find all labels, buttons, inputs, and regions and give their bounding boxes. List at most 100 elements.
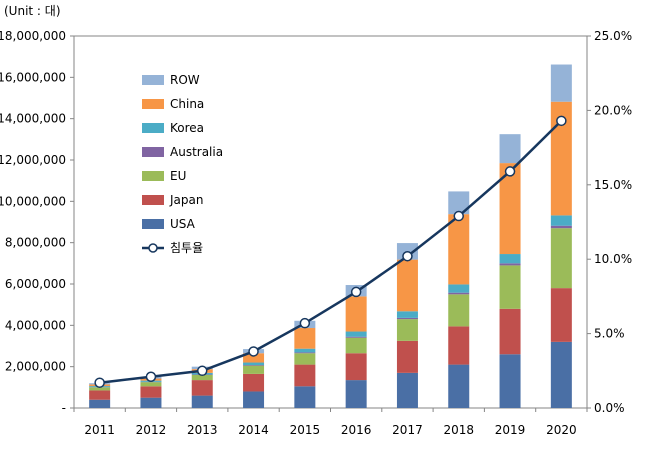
legend-label-china: China [170,97,204,111]
legend-label-australia: Australia [170,145,223,159]
legend-swatch-australia [142,147,164,157]
line-point-2016 [352,287,361,296]
bar-australia-2017 [397,318,418,319]
line-point-2013 [198,366,207,375]
x-axis-tick-label: 2017 [392,423,423,437]
bar-eu-2012 [140,382,161,386]
bar-usa-2011 [89,400,110,408]
left-axis-tick-label: 4,000,000 [5,318,66,332]
legend-swatch-china [142,99,164,109]
left-axis-tick-label: 10,000,000 [0,194,66,208]
bar-usa-2014 [243,391,264,408]
legend-label-row: ROW [170,73,200,87]
bar-eu-2016 [346,338,367,354]
line-point-2011 [95,378,104,387]
bar-japan-2018 [448,326,469,364]
bar-japan-2011 [89,390,110,399]
legend-swatch-row [142,75,164,85]
legend-label-japan: Japan [169,193,203,207]
left-axis-tick-label: 12,000,000 [0,153,66,167]
bar-japan-2019 [500,309,521,354]
line-point-2019 [506,167,515,176]
legend-label-eu: EU [170,169,186,183]
right-axis-tick-label: 0.0% [594,401,625,415]
bar-china-2016 [346,296,367,331]
x-axis-tick-label: 2014 [238,423,269,437]
bar-usa-2012 [140,398,161,408]
bar-australia-2016 [346,337,367,338]
left-axis-tick-label: 6,000,000 [5,277,66,291]
line-series-path [100,121,562,383]
right-axis-tick-label: 5.0% [594,327,625,341]
bar-australia-2019 [500,263,521,265]
right-axis-tick-label: 10.0% [594,252,632,266]
x-axis-tick-label: 2018 [443,423,474,437]
bar-eu-2017 [397,319,418,341]
x-axis-tick-label: 2016 [341,423,372,437]
bar-australia-2020 [551,226,572,228]
line-point-2015 [300,319,309,328]
legend-swatch-eu [142,171,164,181]
bar-china-2017 [397,260,418,312]
legend-swatch-usa [142,219,164,229]
line-point-2018 [454,212,463,221]
x-axis-tick-label: 2020 [546,423,577,437]
bar-eu-2015 [294,353,315,364]
bar-korea-2018 [448,284,469,292]
bar-usa-2019 [500,354,521,408]
bar-australia-2018 [448,293,469,295]
left-axis-tick-label: 18,000,000 [0,29,66,43]
bar-japan-2016 [346,353,367,380]
x-axis-tick-label: 2012 [136,423,167,437]
bar-australia-2014 [243,365,264,366]
bar-usa-2013 [192,396,213,408]
legend-swatch-korea [142,123,164,133]
line-point-2014 [249,347,258,356]
left-axis-tick-label: 16,000,000 [0,70,66,84]
bar-japan-2015 [294,365,315,387]
bar-australia-2015 [294,352,315,353]
bar-korea-2016 [346,332,367,337]
right-axis-tick-label: 15.0% [594,178,632,192]
line-point-2020 [557,116,566,125]
bar-usa-2020 [551,342,572,408]
left-axis-tick-label: 8,000,000 [5,236,66,250]
bar-usa-2015 [294,386,315,408]
bar-usa-2016 [346,380,367,408]
x-axis-tick-label: 2019 [495,423,526,437]
bar-china-2015 [294,328,315,349]
bar-korea-2019 [500,254,521,263]
bar-korea-2014 [243,363,264,365]
line-point-2012 [146,372,155,381]
legend-label-usa: USA [170,217,196,231]
legend-line-marker [149,244,157,252]
x-axis-tick-label: 2011 [84,423,115,437]
legend-label-korea: Korea [170,121,204,135]
bar-usa-2017 [397,373,418,408]
bar-korea-2015 [294,349,315,353]
bar-eu-2019 [500,265,521,308]
bar-eu-2018 [448,294,469,326]
bar-eu-2014 [243,366,264,374]
bar-row-2020 [551,65,572,102]
left-axis-tick-label: 2,000,000 [5,360,66,374]
legend-label-line: 침투율 [170,241,203,255]
x-axis-tick-label: 2015 [290,423,321,437]
bar-china-2018 [448,214,469,284]
bar-korea-2020 [551,215,572,225]
bar-japan-2020 [551,288,572,342]
line-point-2017 [403,252,412,261]
bar-japan-2013 [192,380,213,396]
right-axis-tick-label: 20.0% [594,103,632,117]
x-axis-tick-label: 2013 [187,423,218,437]
bar-usa-2018 [448,365,469,408]
bar-japan-2014 [243,374,264,392]
bar-row-2019 [500,134,521,163]
right-axis-tick-label: 25.0% [594,29,632,43]
bar-japan-2012 [140,386,161,397]
left-axis-tick-label: 14,000,000 [0,112,66,126]
legend-swatch-japan [142,195,164,205]
left-axis-tick-label: - [62,401,66,415]
